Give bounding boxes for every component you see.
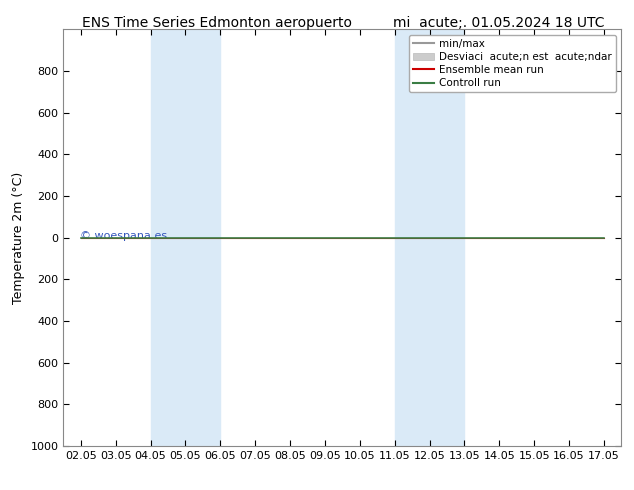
Bar xyxy=(150,29,221,446)
Text: © woespana.es: © woespana.es xyxy=(80,231,167,242)
Text: ENS Time Series Edmonton aeropuerto: ENS Time Series Edmonton aeropuerto xyxy=(82,16,353,30)
Text: mi  acute;. 01.05.2024 18 UTC: mi acute;. 01.05.2024 18 UTC xyxy=(393,16,605,30)
Bar xyxy=(394,29,464,446)
Legend: min/max, Desviaci  acute;n est  acute;ndar, Ensemble mean run, Controll run: min/max, Desviaci acute;n est acute;ndar… xyxy=(409,35,616,92)
Y-axis label: Temperature 2m (°C): Temperature 2m (°C) xyxy=(12,172,25,304)
